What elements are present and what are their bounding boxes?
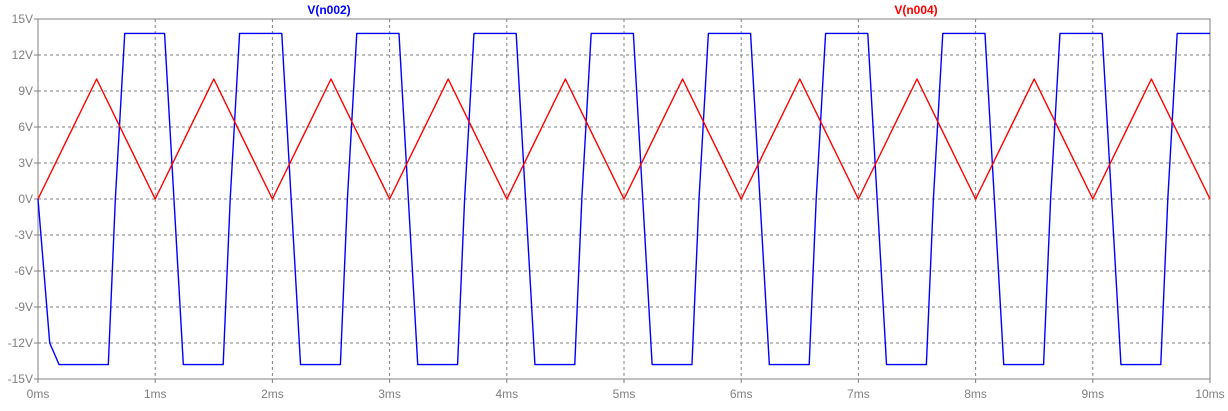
axis-layer: 0ms 1ms 2ms 3ms 4ms 5ms 6ms 7ms 8ms 9ms 10ms 15V 12V…: [8, 12, 1225, 401]
legend-label-v-n004: V(n004): [894, 3, 937, 17]
y-tick-label: 12V: [12, 48, 33, 62]
y-tick-label: -15V: [8, 372, 33, 386]
y-tick-label: 15V: [12, 12, 33, 26]
legend-label-v-n002: V(n002): [307, 3, 350, 17]
x-tick-label: 0ms: [27, 387, 50, 401]
x-tick-label: 3ms: [378, 387, 401, 401]
x-tick-label: 1ms: [144, 387, 167, 401]
y-tick-label: 9V: [18, 84, 33, 98]
series-layer: [37, 32, 1211, 366]
series-line-v-n002: [37, 32, 1210, 366]
y-tick-label: -12V: [8, 336, 33, 350]
x-tick-label: 4ms: [495, 387, 518, 401]
series-line-v-n004: [37, 78, 1211, 200]
x-tick-label: 9ms: [1081, 387, 1104, 401]
y-tick-label: 6V: [18, 120, 33, 134]
x-tick-label: 8ms: [964, 387, 987, 401]
y-tick-label: -9V: [14, 300, 33, 314]
x-tick-label: 10ms: [1195, 387, 1224, 401]
y-tick-label: 3V: [18, 156, 33, 170]
legend-layer: V(n002) V(n004): [307, 3, 937, 17]
x-tick-label: 6ms: [730, 387, 753, 401]
y-tick-label: 0V: [18, 192, 33, 206]
x-tick-label: 7ms: [847, 387, 870, 401]
y-tick-label: -3V: [14, 228, 33, 242]
x-tick-label: 2ms: [261, 387, 284, 401]
x-tick-label: 5ms: [613, 387, 636, 401]
y-tick-label: -6V: [14, 264, 33, 278]
